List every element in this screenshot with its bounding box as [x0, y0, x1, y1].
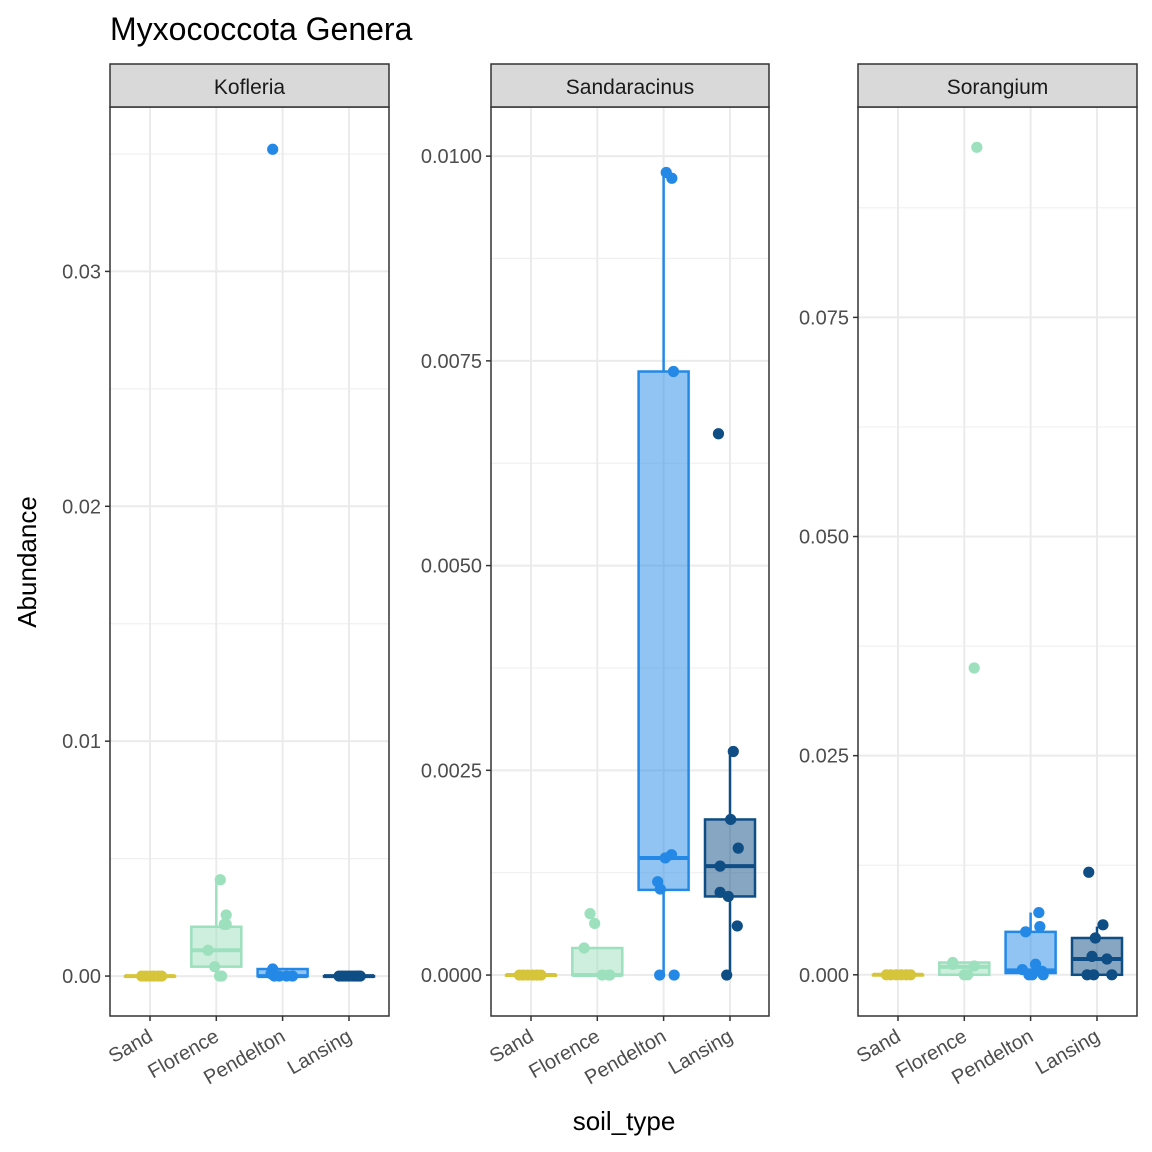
- y-tick-label: 0.0100: [421, 146, 482, 168]
- facet-strip-label: Kofleria: [214, 76, 286, 99]
- data-point-lansing: [712, 428, 725, 440]
- data-point-lansing: [1088, 969, 1100, 981]
- data-point-lansing: [722, 890, 734, 903]
- data-point-sand: [904, 969, 917, 981]
- data-point-pendelton: [659, 852, 671, 864]
- data-point-florence: [962, 969, 974, 981]
- y-tick-label: 0.03: [62, 261, 101, 283]
- data-point-pendelton: [1020, 926, 1032, 938]
- data-point-florence: [947, 958, 959, 970]
- data-point-lansing: [1106, 969, 1118, 981]
- y-tick-label: 0.050: [799, 527, 849, 549]
- facet-strip-label: Sandaracinus: [566, 76, 694, 99]
- data-point-florence: [968, 662, 980, 674]
- facet-strip: [857, 63, 1138, 108]
- box-lansing: [703, 751, 757, 976]
- data-point-florence: [202, 944, 214, 956]
- data-point-florence: [604, 969, 616, 981]
- data-point-lansing: [1101, 953, 1113, 965]
- y-tick-label: 0.075: [799, 307, 849, 329]
- data-point-lansing: [731, 920, 743, 932]
- data-point-lansing: [1097, 919, 1109, 931]
- panel-background: [110, 107, 389, 1016]
- y-tick-label: 0.02: [62, 496, 101, 518]
- panel-background: [858, 107, 1137, 1016]
- data-point-pendelton: [1037, 969, 1049, 981]
- data-point-pendelton: [654, 969, 666, 981]
- y-tick-label: 0.0025: [421, 760, 482, 782]
- facet-strip-label: Sorangium: [947, 76, 1049, 99]
- y-tick-label: 0.0075: [421, 351, 482, 373]
- data-point-florence: [220, 909, 232, 921]
- facet-strip: [490, 63, 770, 108]
- data-point-sand: [155, 970, 168, 982]
- data-point-pendelton: [286, 970, 299, 982]
- data-point-florence: [968, 960, 980, 972]
- data-point-florence: [578, 942, 590, 954]
- data-point-lansing: [725, 813, 737, 826]
- box-iqr: [637, 370, 690, 892]
- data-point-lansing: [1086, 950, 1098, 962]
- data-point-florence: [971, 141, 983, 153]
- data-point-pendelton: [666, 172, 678, 184]
- data-point-sand: [535, 969, 547, 981]
- data-point-pendelton: [268, 970, 280, 982]
- data-point-lansing: [1083, 866, 1095, 878]
- facet-strip: [109, 63, 390, 108]
- facet-panel-kofleria: 0.000.010.020.03SandFlorencePendeltonLan…: [62, 63, 390, 1089]
- y-tick-label: 0.00: [62, 966, 101, 988]
- data-point-florence: [589, 917, 601, 930]
- data-point-lansing: [721, 969, 733, 981]
- x-tick-label: Lansing: [1032, 1025, 1104, 1079]
- box-iqr: [190, 925, 243, 968]
- data-point-florence: [215, 970, 228, 982]
- data-point-lansing: [732, 842, 744, 854]
- data-point-pendelton: [1026, 969, 1038, 981]
- box-iqr: [703, 818, 757, 898]
- y-tick-label: 0.025: [799, 746, 849, 768]
- data-point-florence: [220, 918, 232, 930]
- x-tick-label: Lansing: [665, 1025, 737, 1079]
- facet-panel-sorangium: 0.0000.0250.0500.075SandFlorencePendelto…: [799, 63, 1138, 1089]
- y-axis-title: Abundance: [12, 496, 42, 628]
- data-point-pendelton: [267, 143, 279, 155]
- data-point-pendelton: [1033, 906, 1045, 919]
- box-florence: [571, 946, 624, 978]
- box-iqr: [571, 946, 624, 977]
- data-point-lansing: [727, 745, 739, 758]
- data-point-pendelton: [1034, 920, 1046, 933]
- data-point-lansing: [714, 886, 726, 898]
- y-tick-label: 0.01: [62, 731, 101, 753]
- y-tick-label: 0.000: [799, 965, 849, 987]
- data-point-lansing: [1089, 932, 1101, 944]
- y-tick-label: 0.0050: [421, 556, 482, 578]
- y-tick-label: 0.0000: [421, 965, 482, 987]
- data-point-lansing: [354, 970, 366, 982]
- data-point-florence: [214, 874, 226, 886]
- x-axis-title: soil_type: [573, 1106, 676, 1136]
- data-point-florence: [209, 961, 221, 973]
- chart-title: Myxococcota Genera: [110, 11, 413, 47]
- x-tick-label: Lansing: [284, 1025, 356, 1079]
- data-point-pendelton: [654, 883, 666, 895]
- facet-panel-sandaracinus: 0.00000.00250.00500.00750.0100SandFloren…: [421, 63, 770, 1089]
- data-point-florence: [584, 908, 596, 920]
- data-point-pendelton: [1029, 958, 1042, 970]
- data-point-lansing: [714, 860, 726, 872]
- data-point-pendelton: [667, 365, 680, 378]
- data-point-pendelton: [668, 969, 680, 981]
- box-pendelton: [637, 172, 690, 976]
